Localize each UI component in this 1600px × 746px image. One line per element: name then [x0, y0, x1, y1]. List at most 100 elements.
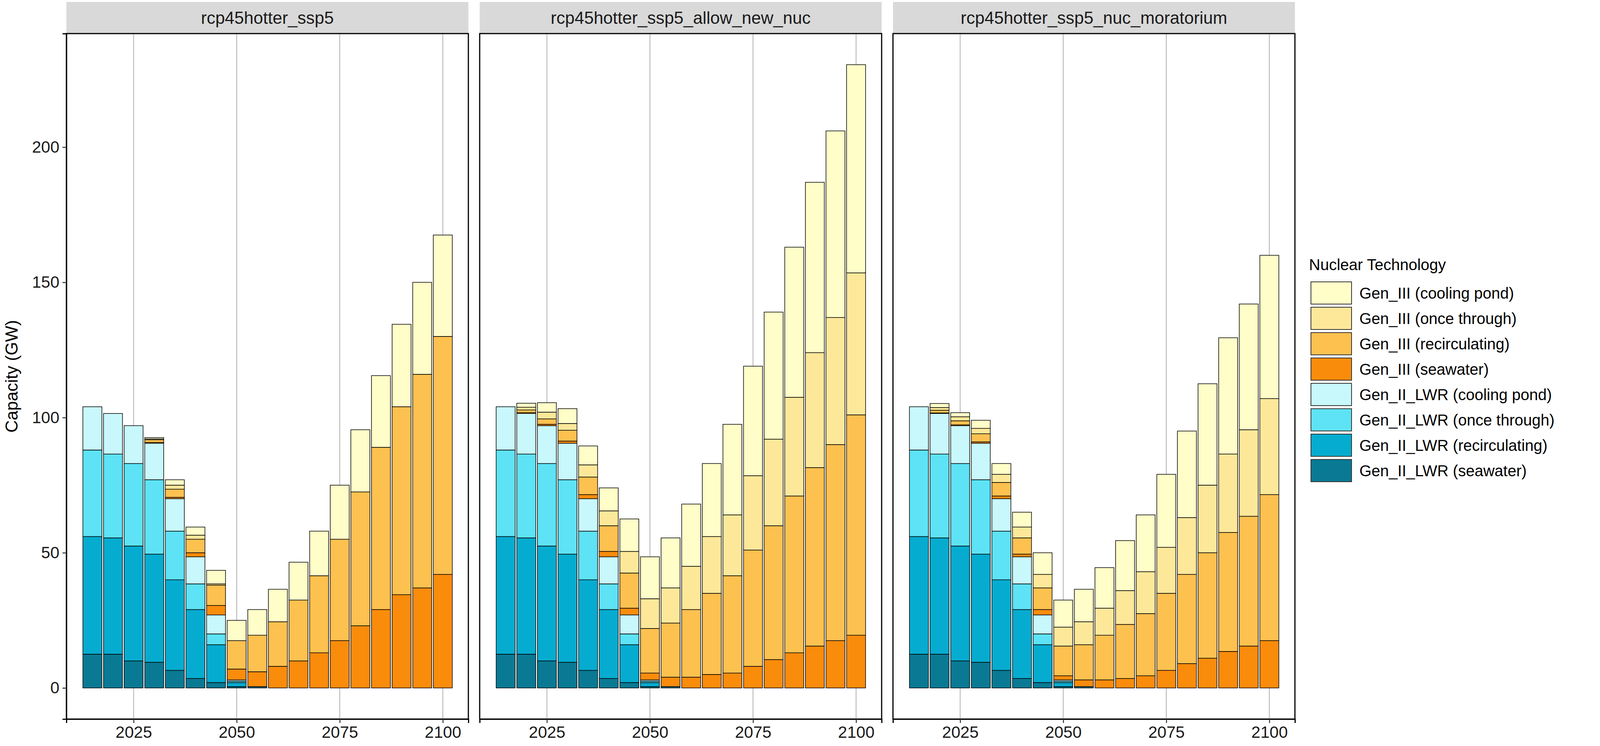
tick: 2050	[632, 719, 669, 742]
bar-segment	[330, 641, 350, 689]
tick: 2075	[735, 719, 772, 742]
bar-segment	[950, 421, 970, 425]
bar-segment	[1218, 337, 1238, 455]
tick: 2050	[1045, 719, 1082, 742]
tick-label: 0	[50, 678, 60, 698]
bar-segment	[247, 635, 267, 673]
legend-label: Gen_II_LWR (cooling pond)	[1359, 386, 1552, 404]
bar-segment	[516, 454, 536, 539]
bar-segment	[124, 463, 144, 547]
bar-segment	[82, 406, 102, 408]
bar-segment	[206, 570, 226, 585]
bar-segment	[496, 406, 516, 408]
bar-segment	[309, 576, 329, 654]
bar-segment	[578, 531, 598, 581]
bar-segment	[1239, 304, 1259, 431]
bar-segment	[103, 654, 123, 689]
tick-mark	[959, 719, 961, 724]
y-axis-title: Capacity (GW)	[1, 320, 22, 433]
tick-label: 2050	[218, 723, 256, 742]
plot-background	[66, 33, 469, 720]
bar-segment	[144, 554, 165, 663]
bar-segment	[971, 433, 991, 443]
bar-segment	[1033, 609, 1053, 616]
bar-segment	[991, 580, 1011, 671]
bar-segment	[723, 673, 743, 689]
bar-segment	[412, 374, 433, 589]
bar-segment	[640, 673, 660, 681]
bar-segment	[1053, 600, 1074, 628]
bar-segment	[1239, 646, 1259, 689]
bar-segment	[144, 480, 165, 555]
bar-segment	[1259, 398, 1279, 495]
bar-segment	[185, 539, 206, 554]
bar-segment	[1136, 676, 1156, 689]
bar-segment	[185, 527, 206, 536]
bar-segment	[227, 641, 247, 670]
bar-segment	[1012, 584, 1032, 611]
bar-segment	[743, 366, 763, 477]
bar-segment	[558, 408, 578, 424]
bar-segment	[1074, 680, 1094, 688]
bar-segment	[971, 420, 991, 429]
bar-segment	[1094, 680, 1115, 689]
bar-segment	[846, 415, 866, 636]
bar-segment	[330, 539, 350, 642]
tick-label: 50	[41, 543, 60, 563]
bar-segment	[764, 660, 784, 689]
bar-segment	[227, 620, 247, 642]
bar-segment	[723, 576, 743, 674]
bar-segment	[1218, 454, 1238, 533]
bar-segment	[206, 645, 226, 684]
bar-segment	[578, 465, 598, 478]
bar-segment	[930, 407, 950, 411]
tick: 2100	[1251, 719, 1288, 742]
bar-segment	[144, 439, 165, 443]
bar-segment	[1156, 593, 1176, 671]
bar-segment	[599, 678, 619, 689]
plot-background	[892, 33, 1295, 720]
bar-segment	[619, 615, 640, 634]
bar-segment	[558, 554, 578, 663]
bar-segment	[185, 609, 206, 679]
bar-segment	[681, 677, 701, 689]
tick-mark	[1062, 719, 1065, 724]
tick-label: 2025	[528, 723, 566, 742]
x-axis: 2025205020752100	[893, 719, 1296, 742]
bar-segment	[991, 482, 1011, 497]
panel: rcp45hotter_ssp5202520502075210005010015…	[32, 1, 469, 742]
bar-segment	[537, 412, 557, 420]
bar-segment	[496, 406, 516, 408]
bar-segment	[1012, 609, 1032, 679]
bar-segment	[144, 437, 165, 440]
bar-segment	[1156, 670, 1176, 689]
tick-label: 2025	[942, 723, 979, 742]
bar-segment	[1033, 634, 1053, 646]
bar-segment	[124, 425, 144, 427]
bar-segment	[82, 406, 102, 408]
bar-segment	[206, 615, 226, 634]
bar-segment	[578, 477, 598, 495]
tick-mark	[1269, 719, 1271, 724]
axis-line	[893, 719, 1296, 724]
bar-segment	[185, 557, 206, 584]
bar-segment	[784, 247, 804, 398]
bar-segment	[537, 661, 557, 689]
bar-segment	[950, 425, 970, 464]
bar-segment	[1115, 541, 1135, 592]
bar-segment	[82, 407, 102, 451]
bar-segment	[846, 635, 866, 689]
tick-label: 2100	[837, 723, 875, 742]
bar-segment	[206, 585, 226, 606]
bar-segment	[165, 498, 185, 532]
bar-segment	[599, 584, 619, 611]
bar-segment	[496, 536, 516, 655]
bar-segment	[537, 419, 557, 425]
chart: rcp45hotter_ssp5202520502075210005010015…	[0, 0, 1600, 746]
bar-segment	[516, 407, 536, 411]
bar-segment	[619, 608, 640, 616]
bar-segment	[1074, 622, 1094, 646]
strip	[892, 1, 1295, 34]
tick-label: 100	[32, 408, 60, 427]
bar-segment	[124, 425, 144, 427]
